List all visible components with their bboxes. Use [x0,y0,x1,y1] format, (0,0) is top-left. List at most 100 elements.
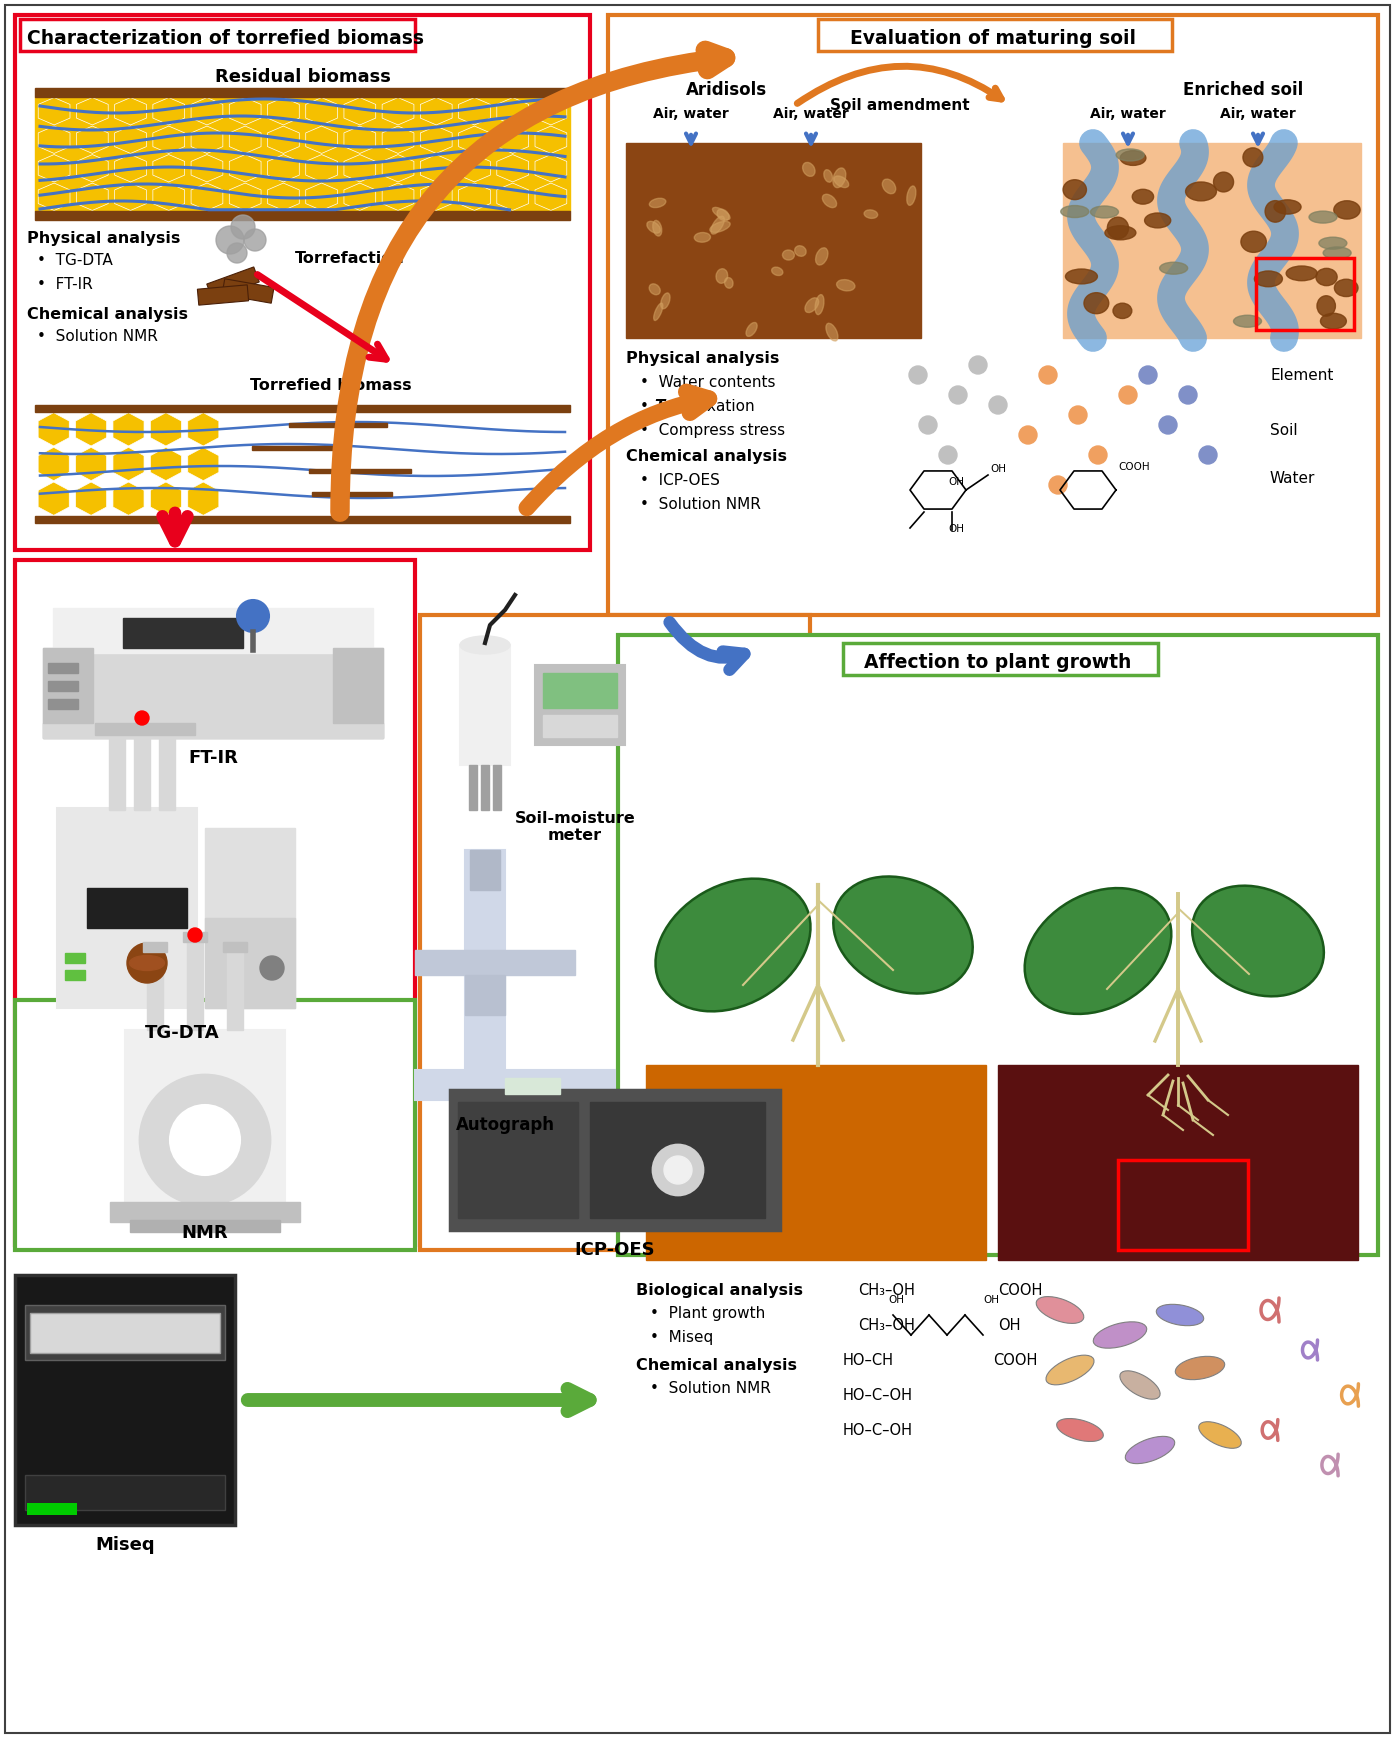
Bar [35,97,571,210]
Ellipse shape [710,221,730,233]
Text: Enriched soil: Enriched soil [1183,82,1303,99]
Text: 2: 2 [665,408,672,419]
Polygon shape [497,182,529,210]
Bar [1117,1159,1249,1250]
Text: CH₃–OH: CH₃–OH [858,1283,915,1298]
Polygon shape [420,155,452,182]
Ellipse shape [654,302,663,320]
Polygon shape [206,268,259,299]
Polygon shape [420,127,452,153]
Text: •  Solution NMR: • Solution NMR [640,497,760,513]
Polygon shape [536,127,566,153]
Bar [1256,257,1355,330]
Polygon shape [153,97,184,125]
Bar [469,765,477,810]
Bar [420,615,810,1250]
Bar [465,975,505,1015]
Text: OH: OH [889,1295,904,1305]
Bar [35,412,571,516]
Circle shape [1159,415,1177,434]
Polygon shape [497,97,529,125]
Ellipse shape [1116,149,1144,162]
FancyArrowPatch shape [798,66,1002,104]
Bar [110,1203,300,1222]
Circle shape [1179,386,1197,403]
Text: Chemical analysis: Chemical analysis [636,1357,797,1373]
Text: relaxation: relaxation [672,400,755,414]
Bar [470,850,499,890]
Polygon shape [420,97,452,125]
Polygon shape [536,182,566,210]
Bar [289,422,386,428]
Text: •  Solution NMR: • Solution NMR [38,328,158,344]
Bar [310,469,412,473]
Ellipse shape [1120,151,1145,165]
Ellipse shape [1321,313,1346,328]
Polygon shape [77,155,109,182]
Bar [626,143,921,337]
Polygon shape [113,481,144,514]
Bar [618,634,1378,1255]
Ellipse shape [1046,1356,1094,1385]
Ellipse shape [1105,226,1136,240]
Text: Torrefied biomass: Torrefied biomass [250,377,412,393]
Bar [843,643,1158,674]
Text: Air, water: Air, water [1221,108,1296,122]
Text: Evaluation of maturing soil: Evaluation of maturing soil [850,30,1136,49]
Text: •  ICP-OES: • ICP-OES [640,473,720,488]
Ellipse shape [1145,214,1170,228]
Circle shape [1069,407,1087,424]
Bar [95,723,195,735]
Polygon shape [229,97,261,125]
Text: Autograph: Autograph [456,1116,554,1133]
Text: ICP-OES: ICP-OES [575,1241,656,1258]
Ellipse shape [130,956,165,970]
Bar [66,970,85,980]
Ellipse shape [695,233,710,242]
Polygon shape [382,97,414,125]
Bar [35,405,571,412]
Ellipse shape [771,268,783,276]
Ellipse shape [1335,280,1357,297]
Polygon shape [229,182,261,210]
Polygon shape [153,127,184,153]
Bar [159,728,174,810]
Polygon shape [222,278,273,302]
Polygon shape [114,97,146,125]
Circle shape [216,226,244,254]
Polygon shape [191,97,223,125]
Bar [505,1078,559,1093]
Ellipse shape [1126,1436,1175,1463]
Ellipse shape [1156,1304,1204,1326]
Ellipse shape [833,169,845,188]
Polygon shape [114,155,146,182]
Ellipse shape [1322,247,1352,259]
Circle shape [1039,367,1057,384]
Ellipse shape [1060,205,1088,217]
Ellipse shape [823,195,837,207]
Text: FT-IR: FT-IR [188,749,239,766]
Polygon shape [229,155,261,182]
Ellipse shape [713,207,730,219]
Ellipse shape [1265,200,1286,222]
Polygon shape [75,447,106,481]
Bar [15,560,414,1244]
Polygon shape [497,127,529,153]
Text: Aridisols: Aridisols [685,82,767,99]
Bar [1063,143,1362,337]
Polygon shape [191,182,223,210]
Circle shape [1119,386,1137,403]
Bar [608,16,1378,615]
Polygon shape [268,155,300,182]
Ellipse shape [802,162,815,176]
Polygon shape [382,182,414,210]
Bar [144,942,167,952]
Ellipse shape [1193,886,1324,996]
Polygon shape [77,97,109,125]
Ellipse shape [1133,189,1154,203]
Ellipse shape [653,221,661,236]
Ellipse shape [1242,231,1267,252]
Bar [205,827,294,1008]
Ellipse shape [833,876,972,994]
Bar [227,951,243,1031]
